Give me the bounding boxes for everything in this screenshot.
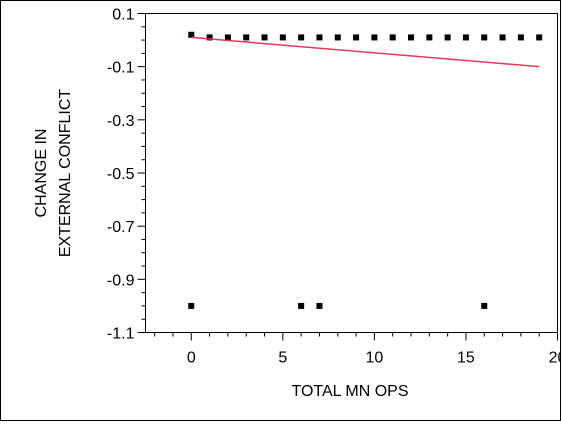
data-point bbox=[298, 302, 305, 309]
data-point bbox=[298, 34, 305, 41]
data-point bbox=[536, 34, 543, 41]
y-axis: 0.1 -0.1 -0.3 -0.5 -0.7 -0.9 -1.1 bbox=[107, 7, 146, 343]
x-tick-label: 15 bbox=[457, 350, 475, 367]
data-point bbox=[279, 34, 286, 41]
data-point bbox=[371, 34, 378, 41]
x-tick-label: 10 bbox=[365, 350, 383, 367]
y-tick-label: -0.1 bbox=[107, 60, 135, 77]
plot-area-frame bbox=[145, 13, 558, 333]
data-point bbox=[481, 34, 488, 41]
data-point bbox=[444, 34, 451, 41]
data-point bbox=[426, 34, 433, 41]
data-point bbox=[517, 34, 524, 41]
data-point bbox=[261, 34, 268, 41]
data-point bbox=[224, 34, 231, 41]
y-tick-label: -1.1 bbox=[107, 326, 135, 343]
y-tick-label: 0.1 bbox=[112, 7, 134, 24]
data-point bbox=[334, 34, 341, 41]
data-point bbox=[316, 34, 323, 41]
y-axis-title-line-2: EXTERNAL CONFLICT bbox=[57, 89, 74, 258]
x-axis: 0 5 10 15 20 bbox=[154, 332, 561, 367]
y-tick-label: -0.9 bbox=[107, 272, 135, 289]
y-tick-label: -0.3 bbox=[107, 113, 135, 130]
data-point bbox=[481, 302, 488, 309]
x-tick-label: 5 bbox=[278, 350, 287, 367]
data-point bbox=[188, 302, 195, 309]
data-point bbox=[316, 302, 323, 309]
fit-line bbox=[191, 36, 540, 68]
data-point bbox=[206, 34, 213, 41]
data-point bbox=[389, 34, 396, 41]
y-tick-label: -0.5 bbox=[107, 166, 135, 183]
y-axis-title-line-1: CHANGE IN bbox=[33, 129, 50, 218]
data-point bbox=[243, 34, 250, 41]
x-tick-label: 20 bbox=[549, 350, 561, 367]
data-point bbox=[408, 34, 415, 41]
data-point bbox=[353, 34, 360, 41]
data-point bbox=[188, 31, 195, 38]
y-tick-label: -0.7 bbox=[107, 219, 135, 236]
data-point bbox=[462, 34, 469, 41]
data-marks bbox=[188, 31, 543, 309]
data-point bbox=[499, 34, 506, 41]
x-tick-label: 0 bbox=[187, 350, 196, 367]
x-axis-title: TOTAL MN OPS bbox=[291, 383, 408, 400]
